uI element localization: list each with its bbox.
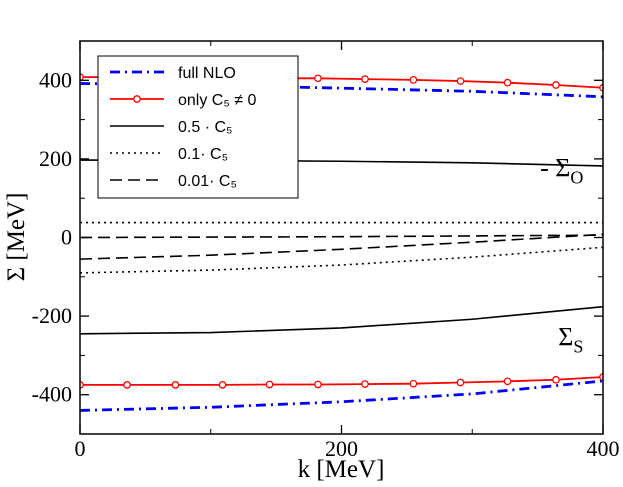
y-tick-label-3: 200 bbox=[39, 146, 72, 171]
annotation-0: - ΣO bbox=[540, 154, 583, 188]
legend-label-4: 0.01· C₅ bbox=[178, 173, 237, 190]
x-tick-label-1: 200 bbox=[325, 436, 358, 461]
y-axis-label: Σ [MeV] bbox=[3, 193, 30, 282]
series-2-curve-1 bbox=[80, 305, 603, 335]
series-1-curve-1-marker-10 bbox=[552, 375, 560, 384]
series-1-curve-1 bbox=[80, 376, 603, 386]
x-tick-label-2: 400 bbox=[587, 436, 620, 461]
series-1-curve-0-marker-5 bbox=[314, 74, 322, 83]
series-1-curve-0-marker-10 bbox=[552, 81, 560, 89]
annotation-1: ΣS bbox=[558, 323, 583, 357]
legend-label-3: 0.1· C₅ bbox=[178, 146, 228, 163]
y-tick-label-1: -200 bbox=[32, 303, 72, 328]
series-1-curve-1-marker-6 bbox=[361, 380, 369, 388]
series-4-curve-0 bbox=[80, 234, 603, 239]
x-tick-label-0: 0 bbox=[75, 436, 86, 461]
y-tick-label-0: -400 bbox=[32, 382, 72, 407]
legend: full NLO only C₅ ≠ 0 0.5 · C₅ 0.1· C₅ 0.01· … bbox=[97, 55, 299, 199]
series-1-curve-1-marker-9 bbox=[503, 377, 512, 386]
series-1-curve-0-marker-7 bbox=[409, 76, 418, 84]
annotation-layer: - ΣO ΣS bbox=[540, 154, 583, 357]
series-1-curve-1-marker-1 bbox=[123, 381, 131, 389]
legend-label-1: only C₅ ≠ 0 bbox=[178, 92, 256, 109]
series-1-curve-1-marker-5 bbox=[314, 380, 322, 389]
series-1-curve-0-marker-8 bbox=[456, 77, 465, 85]
x-axis-label: k [MeV] bbox=[298, 456, 385, 483]
tick-layer: 0 200 400 -400 -200 0 200 400 bbox=[32, 41, 620, 461]
y-tick-label-2: 0 bbox=[61, 225, 72, 250]
series-1-curve-1-marker-4 bbox=[265, 380, 274, 389]
series-3-curve-1 bbox=[80, 246, 603, 274]
series-1-curve-1-marker-3 bbox=[218, 381, 227, 389]
legend-marker-1 bbox=[133, 95, 141, 103]
series-1-curve-1-marker-2 bbox=[171, 381, 180, 389]
legend-box bbox=[97, 55, 299, 199]
y-tick-label-4: 400 bbox=[39, 67, 72, 92]
series-1-curve-0-marker-9 bbox=[503, 78, 512, 87]
legend-label-2: 0.5 · C₅ bbox=[178, 119, 232, 136]
legend-label-0: full NLO bbox=[178, 65, 236, 82]
series-1-curve-1-marker-7 bbox=[409, 379, 418, 388]
series-1-curve-1-marker-8 bbox=[456, 378, 465, 387]
series-4-curve-1 bbox=[80, 233, 603, 260]
series-1-curve-0-marker-6 bbox=[361, 75, 369, 83]
